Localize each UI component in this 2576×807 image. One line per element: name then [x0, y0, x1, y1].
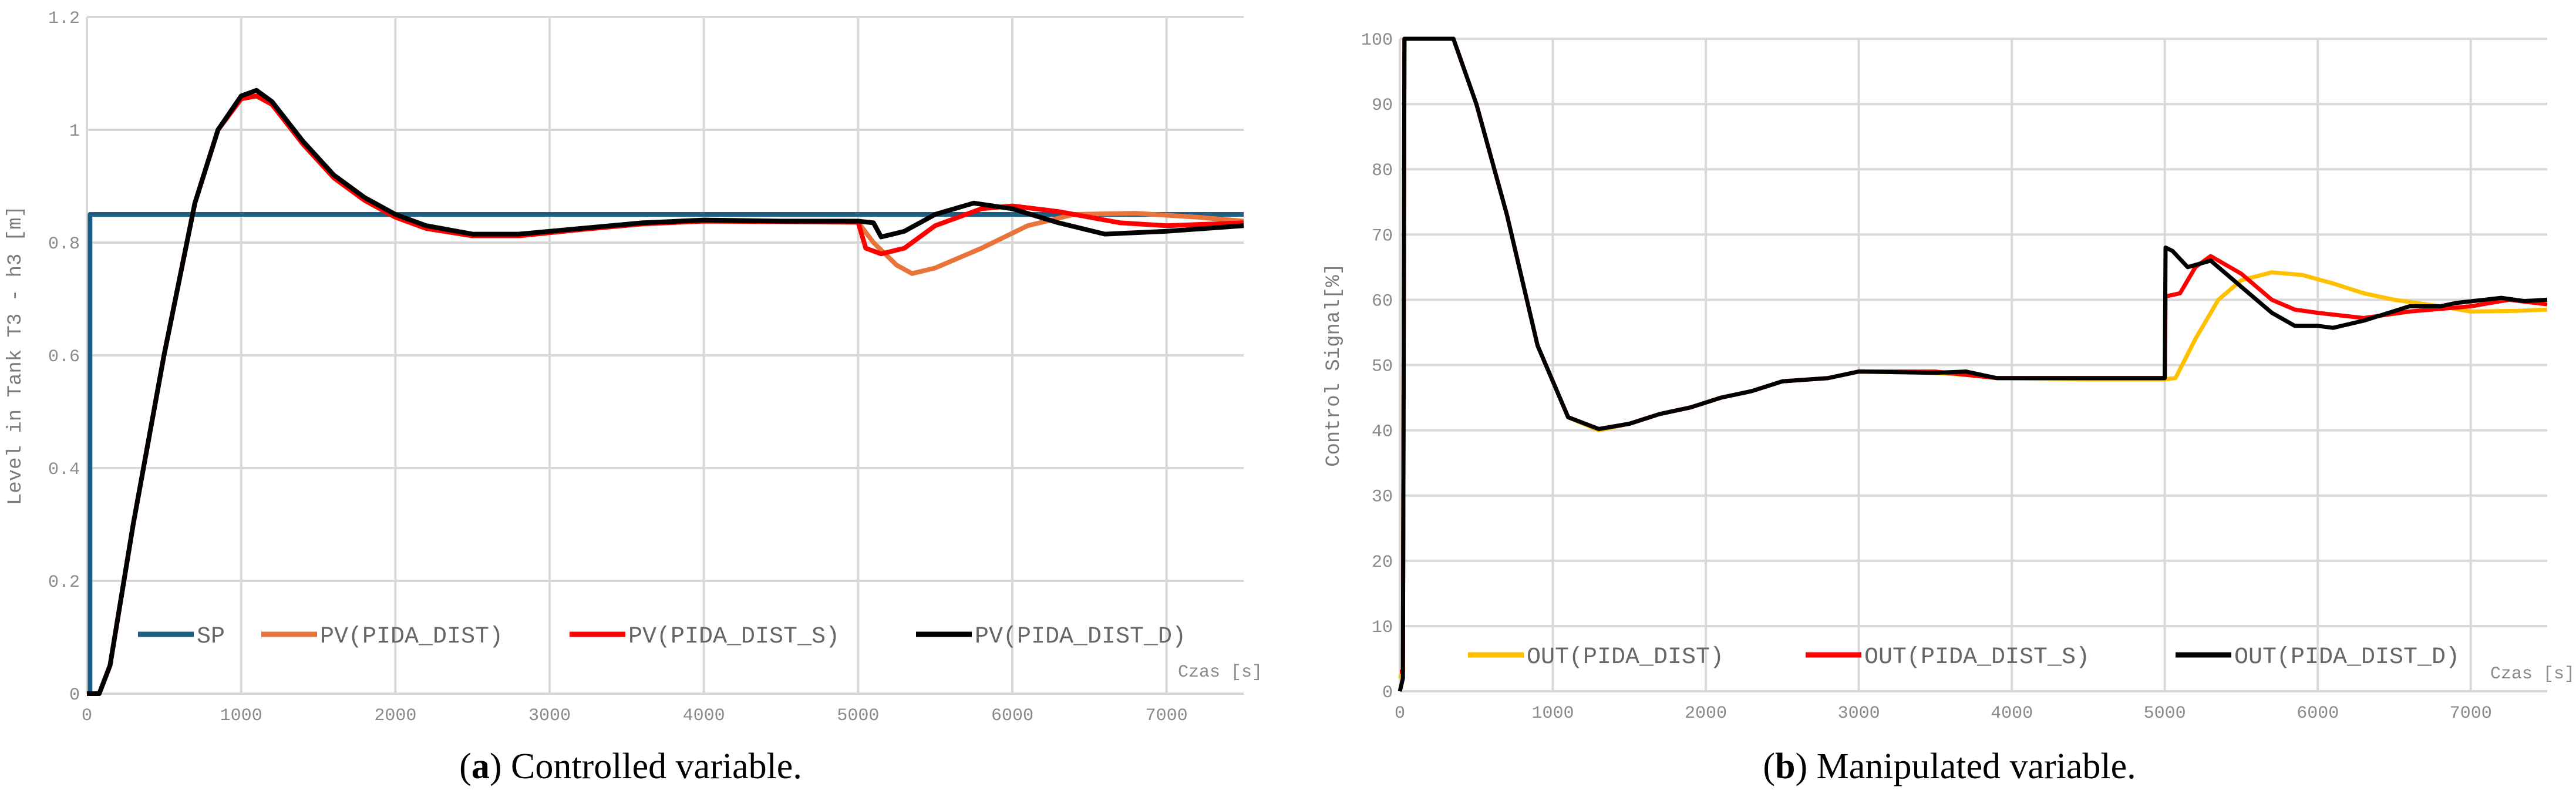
y-tick-label: 60 — [1372, 291, 1393, 311]
legend-label: PV(PIDA_DIST_D) — [975, 624, 1186, 650]
legend-label: OUT(PIDA_DIST_S) — [1864, 644, 2090, 671]
y-tick-label: 40 — [1372, 422, 1393, 442]
caption-open-paren: ( — [1763, 747, 1775, 786]
x-tick-label: 0 — [1395, 704, 1405, 724]
series-line-pv-pida-dist- — [87, 93, 1244, 696]
x-tick-label: 4000 — [1991, 704, 2033, 724]
y-tick-label: 30 — [1372, 487, 1393, 507]
y-tick-label: 0 — [1382, 683, 1393, 703]
y-tick-label: 0.8 — [48, 234, 80, 254]
series-line-out-pida-dist-s- — [1400, 36, 2548, 674]
caption-label: b — [1775, 747, 1795, 786]
y-tick-label: 1 — [69, 122, 80, 142]
chart-controlled-variable: 0 1000 2000 3000 4000 5000 6000 7000 0 0.2 0.4 0.6 0… — [5, 9, 1262, 786]
caption-label: a — [472, 747, 490, 786]
x-tick-label: 1000 — [1532, 704, 1574, 724]
legend-label: OUT(PIDA_DIST_D) — [2234, 644, 2460, 671]
series-line-out-pida-dist-d- — [1398, 36, 2548, 692]
y-tick-label: 50 — [1372, 357, 1393, 377]
caption-open-paren: ( — [459, 747, 472, 786]
y-tick-label: 10 — [1372, 618, 1393, 638]
series-line-out-pida-dist- — [1398, 36, 2548, 680]
legend-item: SP — [138, 624, 225, 650]
legend-item: PV(PIDA_DIST_S) — [570, 624, 840, 650]
legend-label: PV(PIDA_DIST) — [320, 624, 503, 650]
legend-item: OUT(PIDA_DIST_D) — [2176, 644, 2460, 671]
legend: SP PV(PIDA_DIST) PV(PIDA_DIST_S) PV(PIDA_DI… — [138, 624, 1186, 650]
y-tick-label: 0 — [69, 685, 80, 705]
x-tick-label: 5000 — [2144, 704, 2186, 724]
x-tick-label: 7000 — [1146, 706, 1188, 726]
y-tick-label: 100 — [1361, 31, 1393, 51]
series-line-pv-pida-dist-s- — [87, 93, 1244, 696]
x-axis-label: Czas [s] — [2490, 664, 2575, 684]
caption-text: ) Controlled variable. — [490, 747, 802, 786]
caption: (a) Controlled variable. — [459, 747, 802, 786]
y-tick-label: 90 — [1372, 96, 1393, 116]
legend: OUT(PIDA_DIST) OUT(PIDA_DIST_S) OUT(PIDA_D… — [1468, 644, 2460, 671]
series-line-sp — [87, 212, 1244, 696]
y-tick-label: 70 — [1372, 226, 1393, 246]
chart-manipulated-variable: 0 1000 2000 3000 4000 5000 6000 7000 0 10 20 30 40 50… — [1323, 31, 2575, 786]
x-tick-label: 4000 — [683, 706, 725, 726]
y-tick-label: 0.4 — [48, 460, 80, 480]
caption: (b) Manipulated variable. — [1763, 747, 2136, 786]
y-tick-label: 1.2 — [48, 9, 80, 29]
x-tick-label: 7000 — [2450, 704, 2492, 724]
legend-item: OUT(PIDA_DIST) — [1468, 644, 1724, 671]
y-tick-label: 80 — [1372, 161, 1393, 181]
legend-item: PV(PIDA_DIST_D) — [916, 624, 1186, 650]
y-axis-label: Level in Tank T3 - h3 [m] — [5, 206, 27, 505]
x-tick-label: 6000 — [991, 706, 1033, 726]
legend-label: SP — [197, 624, 225, 650]
y-tick-label: 0.6 — [48, 347, 80, 367]
y-tick-label: 20 — [1372, 553, 1393, 573]
x-tick-label: 3000 — [1838, 704, 1880, 724]
x-tick-label: 2000 — [374, 706, 416, 726]
legend-label: PV(PIDA_DIST_S) — [628, 624, 840, 650]
legend-item: OUT(PIDA_DIST_S) — [1806, 644, 2090, 671]
x-tick-label: 5000 — [837, 706, 879, 726]
y-tick-label: 0.2 — [48, 573, 80, 593]
series-line-pv-pida-dist-d- — [87, 88, 1244, 696]
legend-item: PV(PIDA_DIST) — [261, 624, 503, 650]
legend-label: OUT(PIDA_DIST) — [1527, 644, 1724, 671]
x-axis-label: Czas [s] — [1178, 663, 1262, 682]
x-tick-label: 6000 — [2296, 704, 2339, 724]
x-tick-label: 2000 — [1685, 704, 1727, 724]
caption-text: ) Manipulated variable. — [1795, 747, 2136, 786]
y-axis-label: Control Signal[%] — [1323, 263, 1345, 467]
x-tick-label: 1000 — [220, 706, 262, 726]
x-tick-label: 3000 — [528, 706, 571, 726]
x-tick-label: 0 — [82, 706, 92, 726]
